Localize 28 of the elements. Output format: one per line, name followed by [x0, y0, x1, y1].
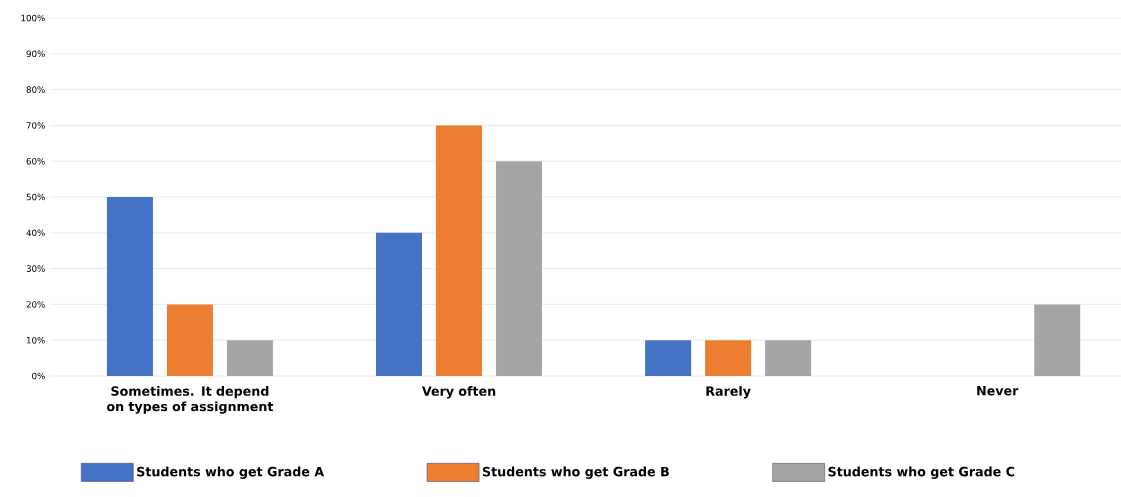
y-tick-label: 20% — [26, 301, 45, 308]
y-tick-label: 40% — [26, 229, 45, 237]
y-tick-label: 100% — [21, 14, 45, 22]
y-tick-label: 0% — [32, 372, 45, 380]
y-tick-label: 70% — [26, 122, 45, 129]
bar — [705, 340, 752, 376]
legend-label: Students who get Grade A — [137, 466, 325, 479]
y-tick-label: 30% — [26, 265, 45, 272]
bar — [765, 340, 812, 376]
bar — [376, 232, 423, 376]
bar — [106, 197, 153, 376]
legend-label: Students who get Grade B — [482, 466, 669, 479]
x-tick-label: Never — [977, 386, 1019, 396]
x-tick-label: Sometimes. It depend on types of assignment — [106, 386, 274, 414]
x-tick-label: Rarely — [706, 386, 751, 399]
bar — [436, 125, 483, 376]
x-tick-label: Very often — [421, 386, 496, 399]
y-tick-label: 60% — [26, 157, 45, 165]
y-tick-label: 10% — [26, 336, 45, 344]
bar — [645, 340, 692, 376]
y-tick-label: 50% — [26, 193, 45, 201]
bar — [166, 304, 213, 376]
legend-label: Students who get Grade C — [828, 466, 1015, 479]
bar — [496, 161, 543, 376]
bar — [226, 340, 273, 376]
y-tick-label: 90% — [26, 50, 45, 58]
bar — [1034, 304, 1081, 376]
y-tick-label: 80% — [26, 86, 45, 93]
